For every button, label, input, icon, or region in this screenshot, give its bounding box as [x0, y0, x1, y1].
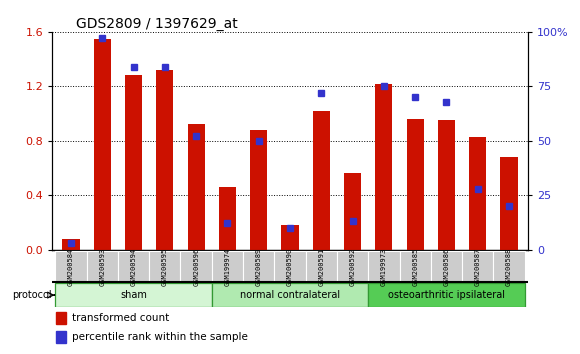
Text: sham: sham [120, 290, 147, 300]
Text: GSM200592: GSM200592 [350, 247, 356, 286]
Text: GSM200588: GSM200588 [506, 247, 512, 286]
Bar [56, 312, 67, 324]
Bar [313, 111, 330, 250]
Bar [368, 251, 400, 282]
Bar [368, 283, 525, 307]
Bar [400, 251, 431, 282]
Bar [407, 119, 424, 250]
Text: GSM200584: GSM200584 [68, 247, 74, 286]
Text: normal contralateral: normal contralateral [240, 290, 340, 300]
Bar [219, 187, 236, 250]
Bar [187, 124, 205, 250]
Text: percentile rank within the sample: percentile rank within the sample [72, 332, 248, 342]
Text: GSM200591: GSM200591 [318, 247, 324, 286]
Bar [55, 283, 212, 307]
Text: GSM200593: GSM200593 [99, 247, 105, 286]
Bar [212, 251, 243, 282]
Bar [243, 251, 274, 282]
Text: GSM199974: GSM199974 [224, 247, 230, 286]
Bar [63, 239, 79, 250]
Text: transformed count: transformed count [72, 313, 169, 322]
Bar [469, 137, 487, 250]
Text: GSM200596: GSM200596 [193, 247, 199, 286]
Text: GSM200586: GSM200586 [444, 247, 450, 286]
Bar [375, 84, 393, 250]
Bar [93, 39, 111, 250]
Bar [274, 251, 306, 282]
Text: GSM200594: GSM200594 [130, 247, 136, 286]
Bar [501, 157, 517, 250]
Text: GDS2809 / 1397629_at: GDS2809 / 1397629_at [76, 17, 238, 31]
Bar [306, 251, 337, 282]
Bar [438, 120, 455, 250]
Text: GSM200587: GSM200587 [475, 247, 481, 286]
Bar [180, 251, 212, 282]
Bar [431, 251, 462, 282]
Bar [149, 251, 180, 282]
Bar [55, 251, 86, 282]
Text: GSM200590: GSM200590 [287, 247, 293, 286]
Text: GSM200585: GSM200585 [412, 247, 418, 286]
Bar [462, 251, 494, 282]
Text: GSM199973: GSM199973 [381, 247, 387, 286]
Text: GSM200589: GSM200589 [256, 247, 262, 286]
Bar [125, 75, 142, 250]
Bar [212, 283, 368, 307]
Bar [118, 251, 149, 282]
Bar [56, 331, 67, 343]
Text: GSM200595: GSM200595 [162, 247, 168, 286]
Bar [156, 70, 173, 250]
Bar [250, 130, 267, 250]
Bar [337, 251, 368, 282]
Bar [344, 173, 361, 250]
Text: osteoarthritic ipsilateral: osteoarthritic ipsilateral [388, 290, 505, 300]
Text: protocol: protocol [12, 290, 52, 300]
Bar [86, 251, 118, 282]
Bar [494, 251, 525, 282]
Bar [281, 225, 299, 250]
